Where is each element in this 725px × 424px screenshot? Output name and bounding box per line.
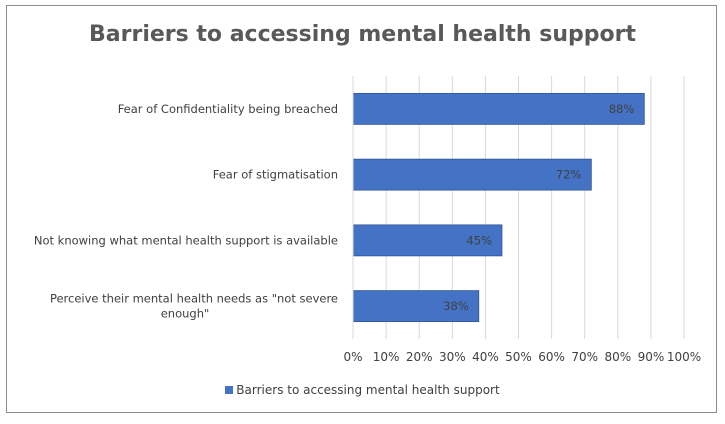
legend: Barriers to accessing mental health supp… xyxy=(0,383,725,397)
x-tick-label: 40% xyxy=(472,350,499,364)
data-label: 88% xyxy=(609,102,635,116)
x-tick-label: 100% xyxy=(667,350,701,364)
x-tick-label: 30% xyxy=(439,350,466,364)
x-tick-label: 60% xyxy=(538,350,565,364)
x-tick-label: 0% xyxy=(343,350,362,364)
category-label: Fear of stigmatisation xyxy=(213,168,338,182)
chart-frame xyxy=(6,5,717,413)
chart-title: Barriers to accessing mental health supp… xyxy=(89,22,636,47)
x-tick-label: 10% xyxy=(373,350,400,364)
bar xyxy=(352,92,645,125)
bar xyxy=(352,224,503,257)
data-label: 45% xyxy=(466,233,492,247)
x-tick-label: 20% xyxy=(406,350,433,364)
category-label: enough" xyxy=(161,307,210,321)
legend-swatch xyxy=(225,386,234,394)
x-tick-label: 80% xyxy=(604,350,631,364)
category-label: Perceive their mental health needs as "n… xyxy=(50,292,338,306)
bar xyxy=(352,158,592,191)
x-tick-label: 90% xyxy=(638,350,665,364)
data-label: 72% xyxy=(556,168,582,182)
category-label: Not knowing what mental health support i… xyxy=(34,233,338,247)
data-label: 38% xyxy=(443,299,469,313)
x-tick-label: 50% xyxy=(505,350,532,364)
x-tick-label: 70% xyxy=(571,350,598,364)
category-label: Fear of Confidentiality being breached xyxy=(118,102,338,116)
legend-label: Barriers to accessing mental health supp… xyxy=(236,383,500,397)
